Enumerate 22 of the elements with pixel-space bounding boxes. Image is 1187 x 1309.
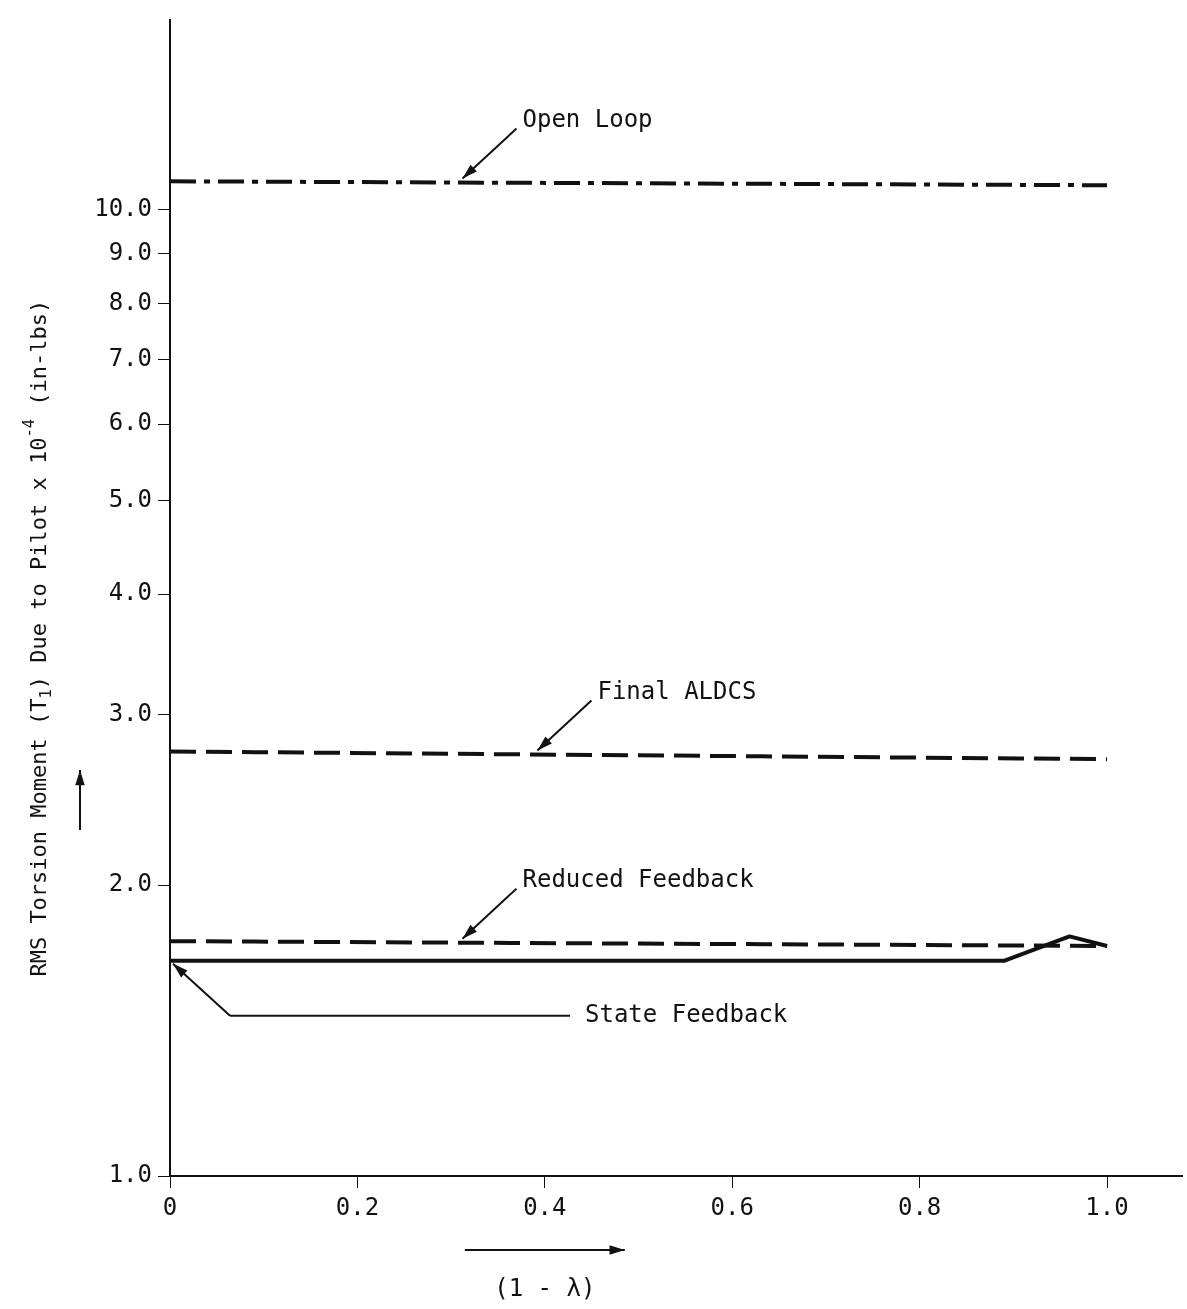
text: Final ALDCS <box>597 676 757 705</box>
y-tick-label: 7.0 <box>108 343 152 372</box>
y-tick-label: 4.0 <box>108 578 152 607</box>
y-tick-label: 1.0 <box>108 1160 152 1189</box>
y-tick-label: 2.0 <box>108 869 152 898</box>
text: Open Loop <box>522 104 653 133</box>
x-tick-label: 0.2 <box>335 1192 380 1221</box>
x-tick-label: 0 <box>162 1192 178 1221</box>
x-axis-title: (1 - λ) <box>494 1274 596 1303</box>
y-tick-label: 5.0 <box>108 484 152 513</box>
y-tick-label: 3.0 <box>108 699 152 728</box>
y-tick-label: 9.0 <box>108 238 152 267</box>
y-tick-label: 6.0 <box>108 408 152 437</box>
x-tick-label: 1.0 <box>1085 1192 1129 1221</box>
series-label: State Feedback <box>585 1000 788 1029</box>
x-tick-label: 0.4 <box>523 1192 567 1221</box>
x-tick-label: 0.8 <box>897 1192 942 1221</box>
text: Reduced Feedback <box>522 864 755 893</box>
y-axis-title: RMS Torsion Moment (T1) Due to Pilot x 10-4 (in-lbs) <box>20 299 55 977</box>
y-tick-label: 8.0 <box>108 287 152 316</box>
x-tick-label: 0.6 <box>710 1192 754 1221</box>
y-tick-label: 10.0 <box>94 193 152 222</box>
